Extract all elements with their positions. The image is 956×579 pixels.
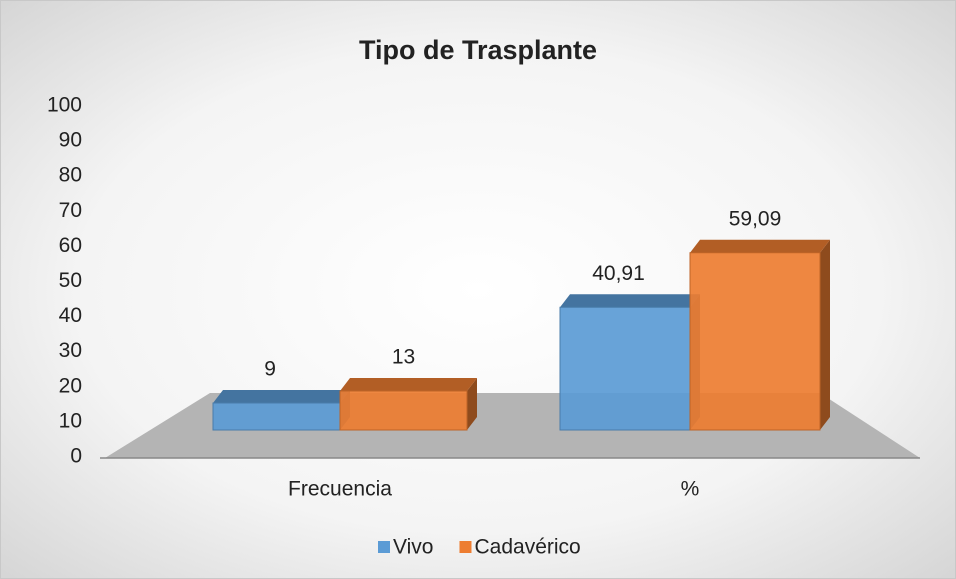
legend-label: Cadavérico [474, 536, 580, 559]
bar [689, 252, 821, 431]
y-tick-label: 80 [59, 164, 82, 187]
bar [212, 402, 341, 431]
bar [339, 390, 468, 431]
y-tick-label: 70 [59, 199, 82, 222]
data-label: 40,91 [592, 262, 645, 285]
x-tick-label: % [681, 478, 700, 501]
bar [559, 306, 691, 431]
bar-side [820, 239, 830, 430]
legend-swatch [378, 541, 390, 553]
bar-top [690, 239, 830, 253]
y-tick-label: 10 [59, 409, 82, 432]
bar-side [467, 378, 477, 430]
y-tick-label: 50 [59, 269, 82, 292]
y-tick-label: 20 [59, 374, 82, 397]
y-tick-label: 0 [70, 445, 82, 468]
legend-label: Vivo [393, 536, 433, 559]
data-label: 59,09 [729, 207, 782, 230]
y-tick-label: 40 [59, 304, 82, 327]
chart-title: Tipo de Trasplante [359, 35, 597, 65]
y-tick-label: 60 [59, 234, 82, 257]
y-tick-label: 30 [59, 339, 82, 362]
bar-top [213, 390, 350, 403]
data-label: 9 [264, 358, 276, 381]
x-tick-label: Frecuencia [288, 478, 392, 501]
y-tick-label: 100 [47, 94, 82, 117]
bar-top [340, 378, 477, 391]
data-label: 13 [392, 346, 415, 369]
legend-swatch [459, 541, 472, 553]
y-tick-label: 90 [59, 129, 82, 152]
bar-top [560, 294, 700, 308]
